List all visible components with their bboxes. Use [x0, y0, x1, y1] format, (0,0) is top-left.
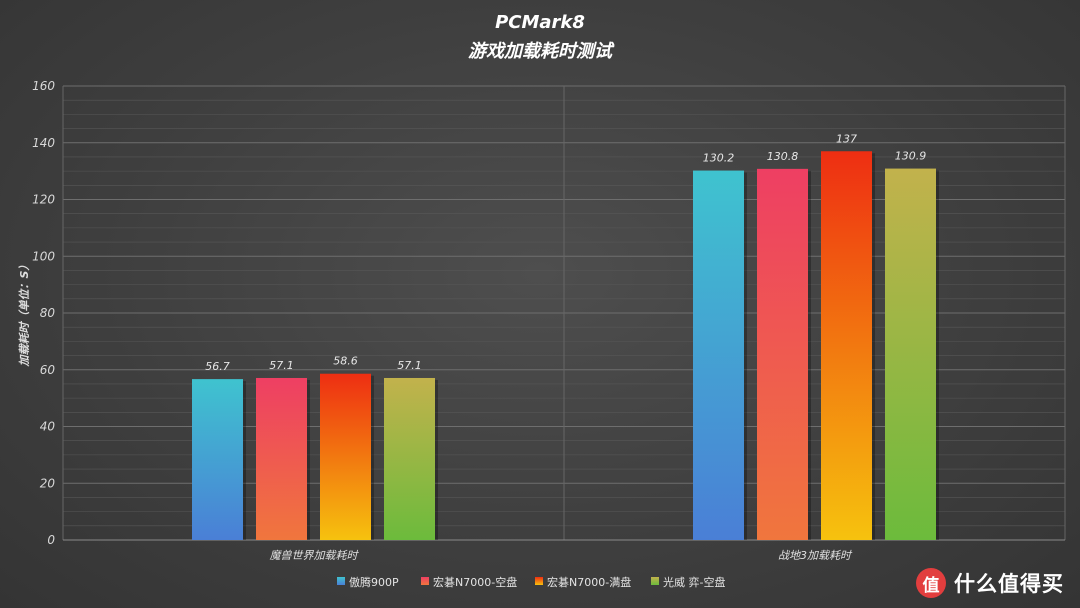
bar — [693, 170, 744, 540]
bar-value-label: 130.8 — [767, 150, 799, 163]
legend-label: 宏碁N7000-满盘 — [547, 575, 631, 589]
bar-value-label: 57.1 — [397, 359, 422, 372]
bar — [885, 168, 936, 541]
bar-value-label: 56.7 — [205, 360, 230, 373]
legend-label: 傲腾900P — [349, 575, 399, 589]
legend-swatch — [535, 577, 543, 585]
y-tick-label: 60 — [40, 363, 56, 377]
legend-swatch — [421, 577, 429, 585]
legend-swatch — [651, 577, 659, 585]
bar-value-label: 137 — [836, 132, 857, 145]
bar — [384, 377, 435, 540]
watermark-text: 什么值得买 — [954, 572, 1064, 596]
bar-value-label: 130.9 — [895, 150, 927, 163]
bar — [821, 151, 872, 540]
x-category-label: 魔兽世界加载耗时 — [270, 549, 360, 562]
y-axis-label: 加载耗时（单位：S） — [18, 260, 31, 368]
y-tick-label: 0 — [47, 533, 55, 547]
y-tick-label: 80 — [40, 306, 56, 320]
bar — [320, 373, 371, 540]
bar-value-label: 130.2 — [703, 152, 735, 165]
watermark-logo-icon: 值 — [916, 568, 946, 598]
legend-label: 光威 弈-空盘 — [663, 575, 725, 589]
y-tick-label: 40 — [40, 420, 56, 434]
y-tick-label: 20 — [40, 476, 56, 490]
bar — [256, 377, 307, 540]
bar-value-label: 57.1 — [269, 359, 294, 372]
x-category-label: 战地3加载耗时 — [778, 549, 853, 562]
y-tick-label: 100 — [32, 249, 55, 263]
y-tick-label: 160 — [32, 79, 55, 93]
bar-value-label: 58.6 — [333, 355, 358, 368]
chart-subtitle: 游戏加载耗时测试 — [468, 41, 615, 62]
legend-label: 宏碁N7000-空盘 — [433, 575, 517, 589]
legend-swatch — [337, 577, 345, 585]
y-tick-label: 140 — [32, 136, 55, 150]
chart-title: PCMark8 — [495, 12, 585, 33]
watermark: 值 什么值得买 — [916, 568, 1064, 598]
bar — [757, 168, 808, 541]
y-tick-label: 120 — [32, 193, 55, 207]
bar — [192, 379, 243, 540]
